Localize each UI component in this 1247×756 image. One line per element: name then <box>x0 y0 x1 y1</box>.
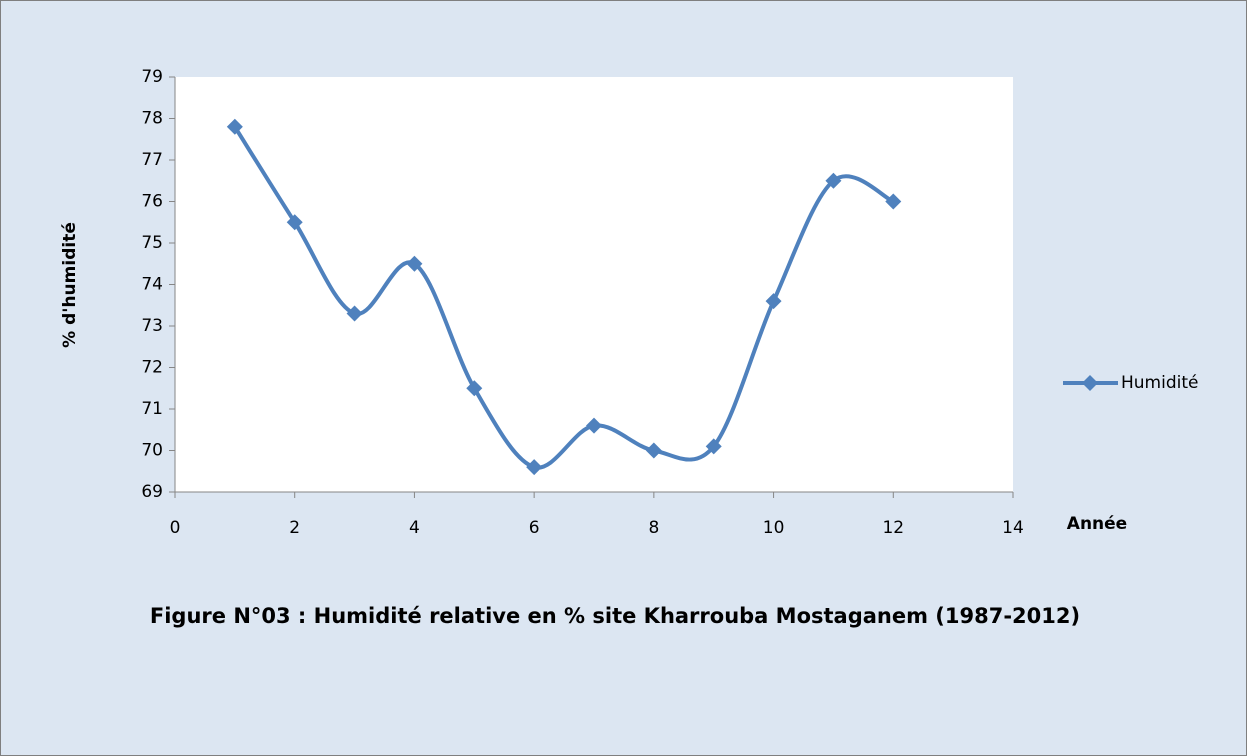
y-tick-label: 70 <box>141 441 163 461</box>
x-tick-label: 8 <box>648 518 659 538</box>
y-axis-label: % d'humidité <box>60 222 80 348</box>
x-tick-label: 6 <box>529 518 540 538</box>
point-marker <box>885 193 902 210</box>
point-marker <box>226 118 243 135</box>
point-marker <box>526 459 543 476</box>
x-axis-label: Année <box>1067 514 1127 534</box>
point-marker <box>645 442 662 459</box>
point-marker <box>346 305 363 322</box>
point-marker <box>825 172 842 189</box>
x-tick-label: 4 <box>409 518 420 538</box>
legend-marker <box>1082 375 1098 391</box>
y-tick-label: 72 <box>141 358 163 378</box>
legend-label: Humidité <box>1121 373 1198 393</box>
y-tick-label: 79 <box>141 67 163 87</box>
y-tick-label: 74 <box>141 275 163 295</box>
point-marker <box>286 214 303 231</box>
y-tick-label: 71 <box>141 399 163 419</box>
chart-title: Figure N°03 : Humidité relative en % sit… <box>149 604 1081 628</box>
x-tick-label: 14 <box>1002 518 1024 538</box>
x-tick-label: 10 <box>763 518 785 538</box>
y-tick-label: 69 <box>141 482 163 502</box>
series-line <box>233 125 895 470</box>
y-tick-label: 78 <box>141 109 163 129</box>
point-marker <box>406 255 423 272</box>
y-tick-label: 75 <box>141 233 163 253</box>
y-tick-label: 73 <box>141 316 163 336</box>
point-marker <box>466 380 483 397</box>
point-marker <box>705 438 722 455</box>
x-tick-label: 12 <box>882 518 904 538</box>
x-tick-label: 2 <box>289 518 300 538</box>
y-tick-label: 76 <box>141 192 163 212</box>
y-tick-label: 77 <box>141 150 163 170</box>
point-marker <box>586 417 602 434</box>
x-tick-label: 0 <box>170 518 181 538</box>
point-marker <box>765 293 782 310</box>
